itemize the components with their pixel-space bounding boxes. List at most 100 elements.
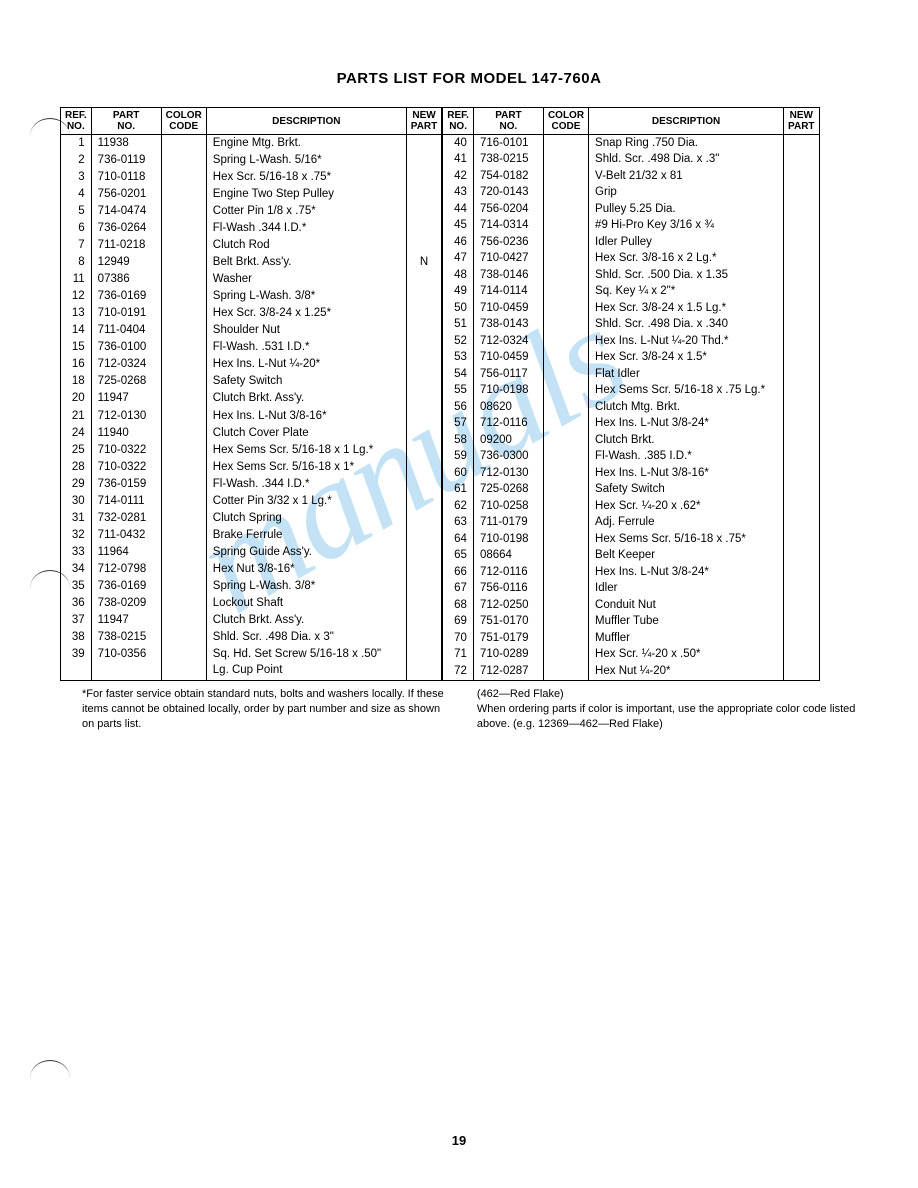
new-cell [406, 357, 441, 374]
color-cell [161, 306, 206, 323]
desc-cell: Fl-Wash .344 I.D.* [206, 220, 406, 237]
color-cell [161, 510, 206, 527]
table-row: 51738-0143Shld. Scr. .498 Dia. x .340 [443, 317, 819, 334]
color-cell [161, 203, 206, 220]
ref-cell: 5 [61, 203, 92, 220]
ref-cell: 2 [61, 152, 92, 169]
new-cell [406, 272, 441, 289]
new-cell [784, 399, 819, 416]
part-cell: 736-0169 [91, 579, 161, 596]
new-cell [784, 465, 819, 482]
color-cell [543, 366, 588, 383]
color-cell [543, 350, 588, 367]
color-cell [543, 185, 588, 202]
desc-cell: Fl-Wash. .531 I.D.* [206, 340, 406, 357]
part-cell: 714-0474 [91, 203, 161, 220]
color-cell [543, 383, 588, 400]
ref-cell: 71 [443, 647, 474, 664]
table-row: 13710-0191Hex Scr. 3/8-24 x 1.25* [61, 306, 442, 323]
new-cell [784, 234, 819, 251]
color-cell [543, 449, 588, 466]
part-cell: 710-0198 [473, 383, 543, 400]
color-cell [161, 357, 206, 374]
part-cell: 712-0287 [473, 664, 543, 681]
desc-cell: Hex Sems Scr. 5/16-18 x 1 Lg.* [206, 442, 406, 459]
part-cell: 754-0182 [473, 168, 543, 185]
table-row: 812949Belt Brkt. Ass'y.N [61, 254, 442, 271]
color-cell [543, 614, 588, 631]
color-cell [161, 152, 206, 169]
color-cell [161, 323, 206, 340]
table-row: 14711-0404Shoulder Nut [61, 323, 442, 340]
ref-cell: 66 [443, 564, 474, 581]
footnote-right: (462—Red Flake) When ordering parts if c… [477, 687, 878, 732]
new-cell [784, 432, 819, 449]
new-cell [784, 383, 819, 400]
new-cell [406, 596, 441, 613]
part-cell: 710-0459 [473, 350, 543, 367]
new-cell [784, 531, 819, 548]
new-cell [406, 630, 441, 647]
table-row: 30714-0111Cotter Pin 3/32 x 1 Lg.* [61, 493, 442, 510]
color-cell [543, 548, 588, 565]
part-cell: 710-0198 [473, 531, 543, 548]
ref-cell: 34 [61, 562, 92, 579]
table-row: 18725-0268Safety Switch [61, 374, 442, 391]
ref-cell: 60 [443, 465, 474, 482]
part-cell: 11947 [91, 613, 161, 630]
part-cell: 711-0404 [91, 323, 161, 340]
ref-cell: 49 [443, 284, 474, 301]
ref-cell: 58 [443, 432, 474, 449]
desc-cell: Engine Two Step Pulley [206, 186, 406, 203]
part-cell: 710-0191 [91, 306, 161, 323]
ref-cell: 48 [443, 267, 474, 284]
new-cell [784, 581, 819, 598]
table-row: 12736-0169Spring L-Wash. 3/8* [61, 289, 442, 306]
desc-cell: Lockout Shaft [206, 596, 406, 613]
table-row: 69751-0170Muffler Tube [443, 614, 819, 631]
table-row: 48738-0146Shld. Scr. .500 Dia. x 1.35 [443, 267, 819, 284]
color-cell [543, 498, 588, 515]
part-cell: 756-0236 [473, 234, 543, 251]
ref-cell: 64 [443, 531, 474, 548]
color-cell [543, 664, 588, 681]
new-cell [784, 630, 819, 647]
new-cell [784, 317, 819, 334]
desc-cell: Sq. Hd. Set Screw 5/16-18 x .50" Lg. Cup… [206, 647, 406, 681]
desc-cell: Shld. Scr. .500 Dia. x 1.35 [589, 267, 784, 284]
table-row: 6508664Belt Keeper [443, 548, 819, 565]
new-cell [784, 267, 819, 284]
color-cell [543, 630, 588, 647]
new-cell [784, 218, 819, 235]
ref-cell: 13 [61, 306, 92, 323]
ref-cell: 65 [443, 548, 474, 565]
part-cell: 11938 [91, 135, 161, 153]
ref-cell: 36 [61, 596, 92, 613]
desc-cell: Hex Sems Scr. 5/16-18 x .75* [589, 531, 784, 548]
part-cell: 712-0116 [473, 564, 543, 581]
table-row: 53710-0459Hex Scr. 3/8-24 x 1.5* [443, 350, 819, 367]
new-cell [784, 284, 819, 301]
color-cell [161, 374, 206, 391]
new-cell [406, 323, 441, 340]
new-cell [406, 493, 441, 510]
desc-cell: Flat Idler [589, 366, 784, 383]
color-cell [543, 201, 588, 218]
color-cell [543, 267, 588, 284]
new-cell [784, 564, 819, 581]
ref-cell: 53 [443, 350, 474, 367]
part-cell: 751-0170 [473, 614, 543, 631]
tables-container: REF.NO. PARTNO. COLORCODE DESCRIPTION NE… [60, 107, 878, 681]
part-cell: 725-0268 [473, 482, 543, 499]
ref-cell: 8 [61, 254, 92, 271]
desc-cell: Hex Nut ¼-20* [589, 664, 784, 681]
new-cell [406, 510, 441, 527]
new-cell [406, 152, 441, 169]
part-cell: 725-0268 [91, 374, 161, 391]
desc-cell: Spring L-Wash. 5/16* [206, 152, 406, 169]
part-cell: 711-0432 [91, 527, 161, 544]
table-row: 32711-0432Brake Ferrule [61, 527, 442, 544]
part-cell: 714-0111 [91, 493, 161, 510]
ref-cell: 31 [61, 510, 92, 527]
desc-cell: Clutch Cover Plate [206, 425, 406, 442]
